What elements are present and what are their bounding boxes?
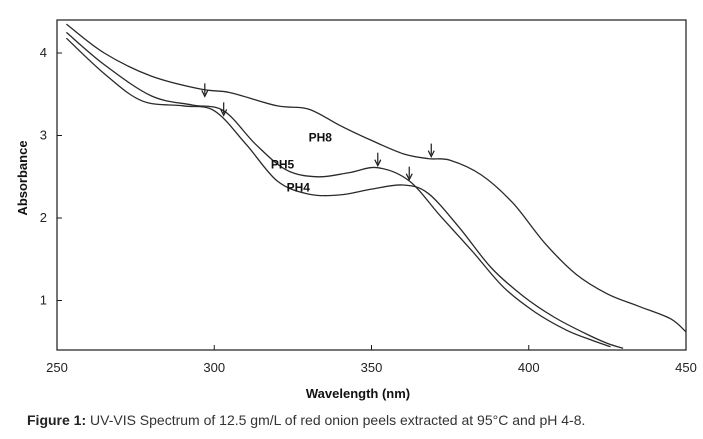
- peak-arrow-ph5: [220, 102, 228, 117]
- x-tick-label: 400: [518, 360, 540, 375]
- y-tick-label: 2: [40, 210, 47, 225]
- peak-arrow-ph5: [374, 152, 382, 168]
- series-label-ph4: PH4: [287, 181, 311, 195]
- series-line-ph4: [65, 37, 624, 350]
- series-line-ph5: [65, 31, 611, 348]
- peak-arrow-ph4: [405, 166, 413, 182]
- series-ph5-group: [65, 31, 611, 348]
- y-tick-label: 1: [40, 293, 47, 308]
- peak-arrow-ph8: [201, 83, 209, 98]
- series-label-ph8: PH8: [309, 130, 333, 144]
- series-ph8-group: [66, 23, 686, 333]
- x-axis-title: Wavelength (nm): [306, 386, 410, 401]
- uv-vis-spectrum-chart: 250 300 350 400 450 1 2 3 4 PH8 PH5 PH4 Wavelengt…: [15, 19, 697, 401]
- plot-area-frame: [56, 19, 687, 351]
- figure-caption: Figure 1: UV-VIS Spectrum of 12.5 gm/L o…: [27, 412, 585, 428]
- y-tick-label: 4: [40, 45, 47, 60]
- series-line-ph8: [66, 23, 686, 333]
- peak-arrow-ph8: [427, 143, 435, 158]
- series-label-ph5: PH5: [271, 158, 295, 172]
- x-tick-label: 250: [46, 360, 68, 375]
- series-ph4-group: [65, 37, 624, 350]
- y-tick-label: 3: [40, 128, 47, 143]
- x-tick-label: 450: [675, 360, 697, 375]
- x-tick-label: 350: [361, 360, 383, 375]
- figure-caption-text: UV-VIS Spectrum of 12.5 gm/L of red onio…: [86, 412, 586, 428]
- x-tick-label: 300: [203, 360, 225, 375]
- y-axis-title: Absorbance: [15, 140, 30, 215]
- figure-caption-prefix: Figure 1:: [27, 412, 87, 428]
